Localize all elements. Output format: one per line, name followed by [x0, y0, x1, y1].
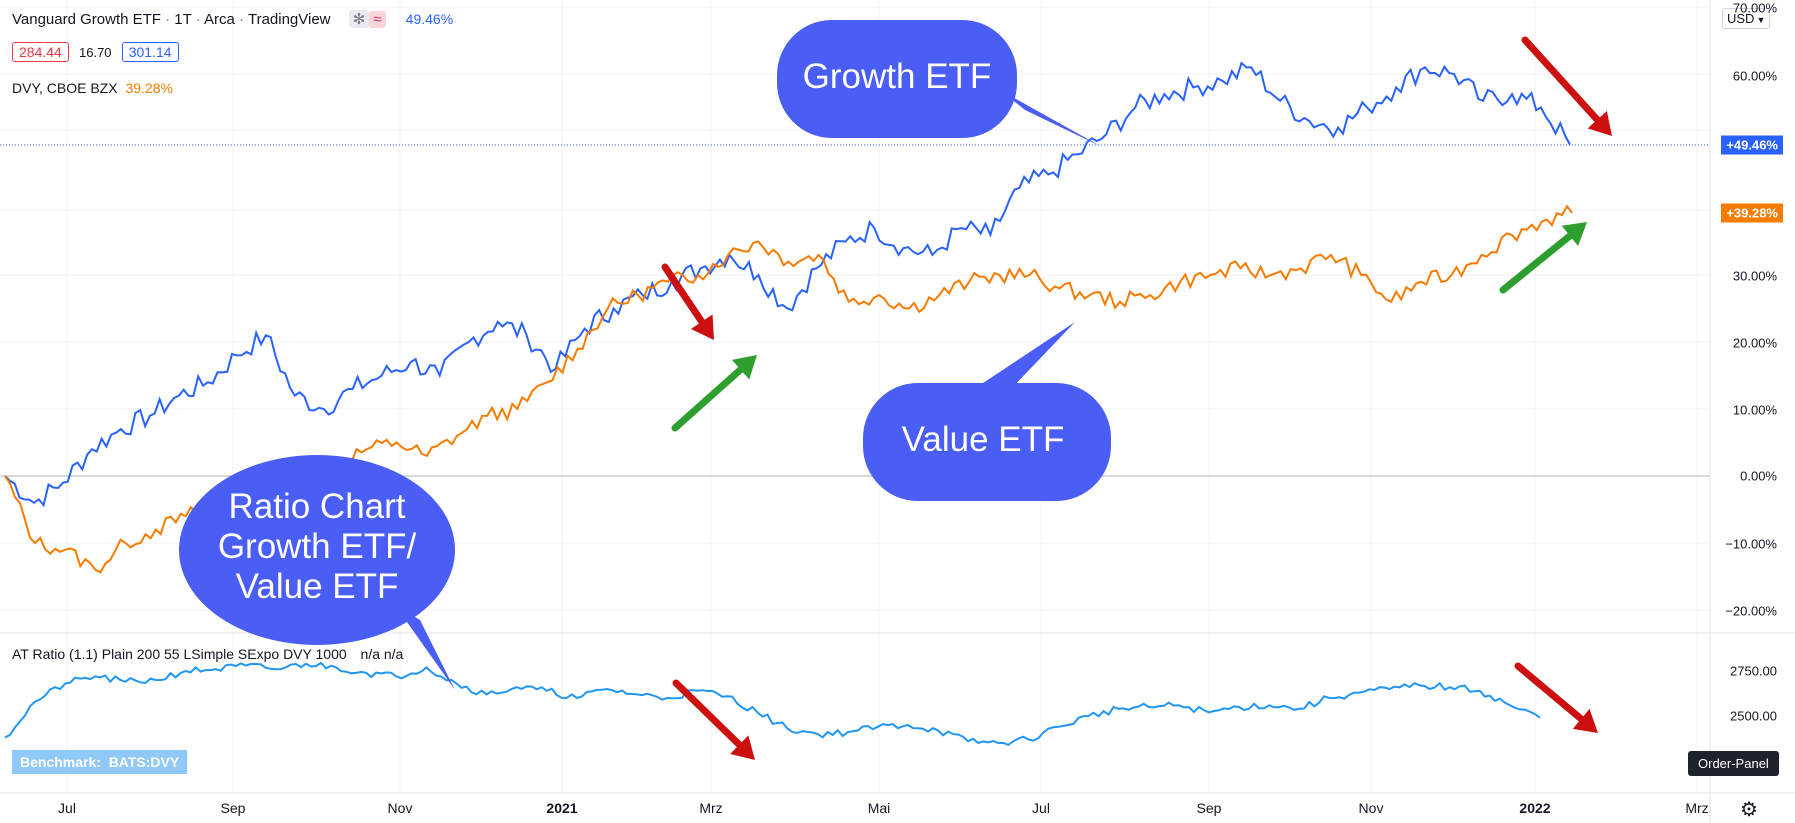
callout-growth-text: Growth ETF — [802, 57, 992, 96]
symbol-title[interactable]: Vanguard Growth ETF — [12, 11, 161, 28]
price-high-box: 301.14 — [121, 42, 179, 62]
chevron-down-icon: ▼ — [1756, 15, 1766, 25]
growth-etf-line[interactable] — [4, 61, 1571, 508]
red-arrow-icon — [672, 679, 755, 760]
x-tick-label: Jul — [58, 800, 76, 816]
y-tick-label: 20.00% — [1732, 335, 1777, 351]
callout-growth-tail — [1000, 90, 1102, 147]
x-tick-label: Jul — [1032, 800, 1050, 816]
callout-ratio-line: Growth ETF/ — [217, 527, 417, 566]
separator: · — [195, 11, 201, 28]
red-arrow-icon — [1521, 36, 1612, 136]
x-tick-label: Sep — [1196, 800, 1222, 816]
compare-legend[interactable]: DVY, CBOE BZX 39.28% — [12, 80, 173, 96]
symbol-legend[interactable]: Vanguard Growth ETF · 1T · Arca · Tradin… — [12, 10, 453, 28]
indicator-legend[interactable]: AT Ratio (1.1) Plain 200 55 LSimple SExp… — [12, 646, 403, 662]
series-layer — [4, 61, 1573, 747]
y-tick-label: 10.00% — [1732, 402, 1777, 418]
settings-gear-icon[interactable]: ⚙ — [1740, 799, 1758, 821]
compare-symbol[interactable]: DVY, CBOE BZX — [12, 80, 118, 96]
separator: · — [239, 11, 245, 28]
price-low-box: 284.44 — [12, 42, 69, 62]
annotation-layer — [179, 20, 1612, 760]
asterisk-icon[interactable]: ✻ — [348, 10, 370, 28]
y-tick-label: 30.00% — [1732, 268, 1777, 284]
y-tick-label: 70.00% — [1732, 0, 1777, 16]
callout-growth-bubble — [777, 20, 1017, 138]
x-tick-label: Mrz — [699, 800, 723, 816]
callout-ratio-line: Ratio Chart — [228, 487, 406, 526]
callout-value-bubble — [863, 383, 1111, 501]
source-label: TradingView — [247, 11, 331, 28]
callout-ratio-text: Ratio Chart Growth ETF/ Value ETF — [182, 487, 452, 607]
red-arrow-icon — [1514, 662, 1598, 733]
approx-icon[interactable]: ≈ — [369, 11, 386, 28]
ratio-y-tick-label: 2500.00 — [1730, 708, 1777, 724]
x-tick-label: Nov — [1358, 800, 1384, 816]
green-arrow-icon — [1499, 222, 1587, 294]
y-tick-label: −10.00% — [1725, 536, 1777, 552]
y-tick-label: 60.00% — [1732, 68, 1777, 84]
green-arrow-icon — [671, 355, 757, 432]
x-tick-label: 2022 — [1519, 800, 1551, 816]
growth-last-value-badge: +49.46% — [1721, 135, 1783, 155]
ratio-y-tick-label: 2750.00 — [1730, 663, 1777, 679]
callout-ratio-bubble — [179, 455, 455, 645]
order-panel-button[interactable]: Order-Panel — [1688, 751, 1779, 776]
y-tick-label: 0.00% — [1740, 468, 1777, 484]
callout-value-text: Value ETF — [901, 420, 1065, 459]
x-tick-label: Mai — [867, 800, 891, 816]
price-boxes: 284.44 16.70 301.14 — [12, 42, 179, 62]
separator: · — [165, 11, 171, 28]
interval-label[interactable]: 1T — [174, 11, 192, 28]
compare-change: 39.28% — [125, 80, 173, 96]
x-tick-label: Mrz — [1685, 800, 1709, 816]
x-tick-label: Sep — [220, 800, 246, 816]
currency-select[interactable]: USD ▼ — [1722, 8, 1771, 29]
currency-label: USD — [1727, 11, 1755, 26]
red-arrow-icon — [661, 263, 714, 340]
ratio-line[interactable] — [4, 661, 1541, 747]
benchmark-badge: Benchmark: BATS:DVY — [12, 750, 188, 774]
x-tick-label: Nov — [387, 800, 413, 816]
callout-ratio-line: Value ETF — [235, 567, 399, 606]
exchange-label: Arca — [204, 11, 235, 28]
value-last-value-badge: +39.28% — [1721, 203, 1783, 223]
indicator-label[interactable]: AT Ratio (1.1) Plain 200 55 LSimple SExp… — [12, 646, 347, 662]
callout-ratio-tail — [395, 605, 455, 690]
price-spread: 16.70 — [79, 45, 112, 60]
x-tick-label: 2021 — [546, 800, 578, 816]
callout-value-tail — [965, 322, 1075, 395]
indicator-values: n/a n/a — [360, 646, 404, 662]
y-tick-label: −20.00% — [1725, 603, 1777, 619]
main-change: 49.46% — [405, 11, 454, 27]
